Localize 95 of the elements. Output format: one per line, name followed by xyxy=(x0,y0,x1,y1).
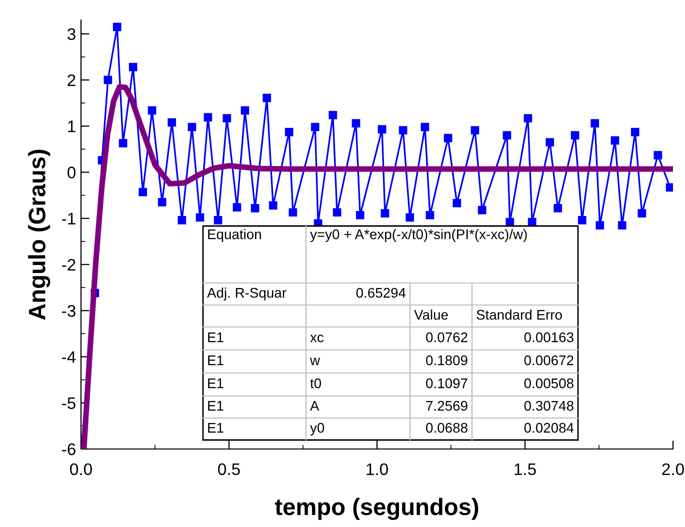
point xyxy=(398,126,408,134)
point xyxy=(630,128,640,136)
annotation: Value xyxy=(414,310,448,320)
point xyxy=(128,62,138,72)
point xyxy=(118,138,128,148)
y-tick-label: -1 xyxy=(62,212,76,224)
point xyxy=(222,114,232,122)
point xyxy=(524,114,532,122)
point xyxy=(426,210,434,220)
point xyxy=(204,113,212,122)
point xyxy=(506,218,514,226)
point xyxy=(352,119,360,128)
point xyxy=(380,209,390,218)
annotation: 0.1097 xyxy=(426,378,468,388)
point xyxy=(288,208,298,217)
annotation: 0.30748 xyxy=(524,400,574,411)
annotation: Adj. R-Squar xyxy=(207,288,286,300)
point xyxy=(232,203,242,212)
point xyxy=(328,110,338,120)
point xyxy=(250,204,260,212)
annotation: y=y0 + A*exp(-x/t0)*sin(PI*(x-xc)/w) xyxy=(310,229,527,242)
point xyxy=(158,198,166,206)
y-tick-label: 1 xyxy=(68,120,76,132)
x-tick-label: 1.5 xyxy=(514,464,536,476)
point xyxy=(240,106,250,115)
y-tick-label: -2 xyxy=(62,258,76,271)
point xyxy=(356,210,364,220)
y-tick-label: -3 xyxy=(62,305,76,317)
point xyxy=(618,221,626,230)
point xyxy=(420,122,430,132)
y-tick-label: -5 xyxy=(62,397,76,410)
y-tick-label: 3 xyxy=(68,28,76,40)
point xyxy=(406,213,414,222)
annotation: 0.00163 xyxy=(524,332,574,342)
annotation: 0.1809 xyxy=(426,355,468,366)
annotation: y0 xyxy=(310,422,324,436)
point xyxy=(112,22,122,32)
point xyxy=(570,131,580,140)
point xyxy=(104,76,112,84)
point xyxy=(284,128,294,136)
point xyxy=(148,106,156,115)
annotation: E1 xyxy=(208,401,224,411)
y-tick-label: -4 xyxy=(62,351,76,363)
annotation: A xyxy=(310,401,320,411)
point xyxy=(528,218,536,226)
point xyxy=(638,209,646,218)
point xyxy=(444,134,452,142)
point xyxy=(138,188,148,196)
x-tick-label: 0.5 xyxy=(218,463,240,476)
annotation: 0.65294 xyxy=(356,288,406,298)
annotation: E1 xyxy=(208,332,224,342)
annotation: 0.0688 xyxy=(426,422,468,433)
annotation: xc xyxy=(310,334,324,342)
point xyxy=(478,206,486,214)
annotation: 0.00672 xyxy=(524,355,574,366)
point xyxy=(578,216,586,224)
point xyxy=(188,122,196,132)
point xyxy=(654,150,662,160)
point xyxy=(214,216,222,224)
annotation: E1 xyxy=(208,378,224,388)
point xyxy=(378,125,386,134)
annotation: 0.02084 xyxy=(524,422,574,433)
point xyxy=(546,138,554,146)
y-tick-label: 0 xyxy=(68,166,76,178)
point xyxy=(554,204,562,212)
point xyxy=(470,126,480,134)
point xyxy=(332,208,342,217)
point xyxy=(610,136,620,145)
point xyxy=(310,122,320,132)
x-tick-label: 2.0 xyxy=(662,463,684,476)
annotation: 7.2569 xyxy=(426,400,468,411)
point xyxy=(502,131,512,140)
point xyxy=(178,216,186,224)
annotation: E1 xyxy=(208,356,224,366)
x-axis-title: tempo (segundos) xyxy=(274,498,478,520)
x-tick-label: 0.0 xyxy=(70,463,92,476)
point xyxy=(196,213,204,222)
annotation: t0 xyxy=(310,378,322,388)
annotation: E1 xyxy=(208,423,224,433)
point xyxy=(596,221,604,230)
annotation: 0.00508 xyxy=(524,378,574,388)
point xyxy=(666,183,673,192)
annotation: w xyxy=(310,358,320,366)
point xyxy=(262,94,272,102)
point xyxy=(268,201,278,210)
point xyxy=(590,119,600,128)
y-axis-title: Angulo (Graus) xyxy=(28,150,50,320)
y-tick-label: -6 xyxy=(62,443,76,456)
point xyxy=(452,198,462,208)
annotation: Standard Erro xyxy=(476,310,562,320)
y-tick-label: 2 xyxy=(68,74,76,86)
point xyxy=(168,118,176,127)
annotation: Equation xyxy=(208,229,261,242)
annotation: 0.0762 xyxy=(426,332,468,342)
x-tick-label: 1.0 xyxy=(366,463,388,476)
